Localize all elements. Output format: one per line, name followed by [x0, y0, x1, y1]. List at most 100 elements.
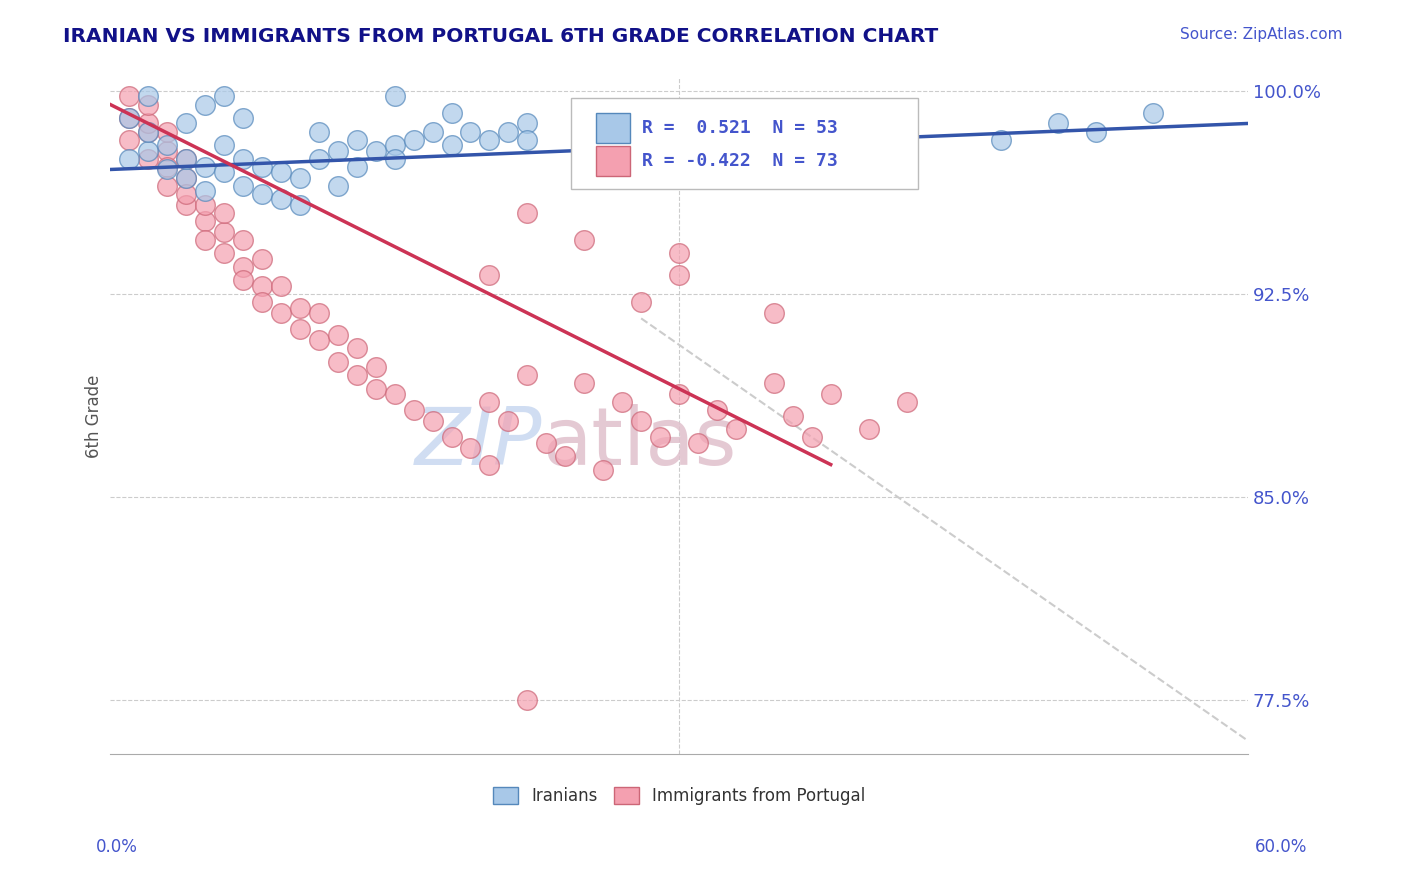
Point — [1142, 105, 1164, 120]
Point — [136, 116, 159, 130]
Point — [574, 152, 596, 166]
Point — [118, 89, 141, 103]
Point — [212, 206, 235, 220]
Point — [232, 273, 254, 287]
Point — [250, 186, 273, 201]
Point — [212, 138, 235, 153]
Point — [478, 133, 501, 147]
Point — [460, 442, 482, 456]
Point — [270, 165, 292, 179]
Point — [762, 125, 785, 139]
Point — [250, 252, 273, 266]
Point — [554, 450, 576, 464]
Point — [440, 138, 463, 153]
Text: Source: ZipAtlas.com: Source: ZipAtlas.com — [1180, 27, 1343, 42]
Point — [706, 403, 728, 417]
Point — [288, 170, 311, 185]
Point — [422, 414, 444, 428]
Point — [630, 414, 652, 428]
Point — [630, 295, 652, 310]
Point — [460, 125, 482, 139]
Point — [232, 260, 254, 274]
Point — [308, 333, 330, 347]
Point — [232, 152, 254, 166]
Point — [156, 138, 179, 153]
Point — [574, 376, 596, 391]
Point — [156, 178, 179, 193]
Point — [174, 116, 197, 130]
Point — [668, 125, 690, 139]
Point — [232, 111, 254, 125]
Point — [326, 327, 349, 342]
Point — [364, 382, 387, 396]
Point — [250, 278, 273, 293]
Point — [136, 89, 159, 103]
Point — [1047, 116, 1070, 130]
Point — [762, 376, 785, 391]
Point — [668, 268, 690, 282]
Point — [194, 184, 217, 198]
Point — [174, 186, 197, 201]
Point — [136, 97, 159, 112]
Point — [762, 306, 785, 320]
Point — [270, 278, 292, 293]
Point — [498, 414, 520, 428]
Point — [592, 463, 614, 477]
Text: IRANIAN VS IMMIGRANTS FROM PORTUGAL 6TH GRADE CORRELATION CHART: IRANIAN VS IMMIGRANTS FROM PORTUGAL 6TH … — [63, 27, 939, 45]
Point — [536, 436, 558, 450]
Point — [364, 144, 387, 158]
Point — [118, 111, 141, 125]
Point — [174, 170, 197, 185]
Point — [668, 246, 690, 260]
Text: atlas: atlas — [543, 404, 737, 482]
Point — [858, 422, 880, 436]
Point — [308, 125, 330, 139]
Point — [174, 197, 197, 211]
Point — [174, 152, 197, 166]
Point — [516, 206, 538, 220]
Point — [174, 170, 197, 185]
Point — [194, 197, 217, 211]
Point — [194, 233, 217, 247]
Point — [516, 116, 538, 130]
Point — [250, 160, 273, 174]
Point — [364, 360, 387, 375]
Point — [194, 214, 217, 228]
Point — [478, 458, 501, 472]
Point — [346, 133, 368, 147]
Point — [346, 160, 368, 174]
Point — [156, 125, 179, 139]
Point — [516, 368, 538, 383]
Point — [516, 133, 538, 147]
Point — [288, 197, 311, 211]
Point — [156, 160, 179, 174]
Point — [250, 295, 273, 310]
Point — [402, 133, 425, 147]
Point — [574, 144, 596, 158]
Point — [384, 138, 406, 153]
Text: R =  0.521  N = 53: R = 0.521 N = 53 — [641, 120, 837, 137]
Point — [440, 430, 463, 444]
Point — [136, 125, 159, 139]
Point — [402, 403, 425, 417]
Point — [384, 152, 406, 166]
Point — [686, 436, 709, 450]
Point — [990, 133, 1012, 147]
Point — [516, 693, 538, 707]
Point — [478, 268, 501, 282]
Text: R = -0.422  N = 73: R = -0.422 N = 73 — [641, 152, 837, 169]
Point — [800, 430, 823, 444]
Point — [194, 160, 217, 174]
Point — [612, 395, 634, 409]
FancyBboxPatch shape — [571, 98, 918, 189]
Point — [212, 89, 235, 103]
Point — [478, 395, 501, 409]
Point — [422, 125, 444, 139]
Text: 0.0%: 0.0% — [96, 838, 138, 855]
Legend: Iranians, Immigrants from Portugal: Iranians, Immigrants from Portugal — [484, 779, 875, 814]
Point — [156, 162, 179, 177]
Point — [440, 105, 463, 120]
Text: 60.0%: 60.0% — [1256, 838, 1308, 855]
Point — [384, 387, 406, 401]
Point — [724, 422, 747, 436]
